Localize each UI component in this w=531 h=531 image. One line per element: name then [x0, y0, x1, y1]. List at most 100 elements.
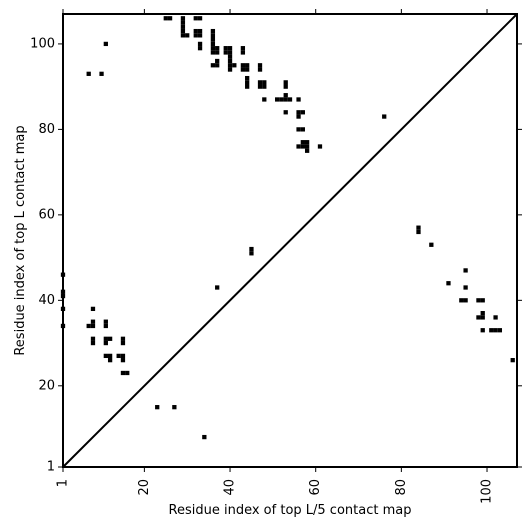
lower-contact-cell-26: [103, 323, 108, 329]
lower-contact-cell-2: [429, 242, 434, 247]
upper-contact-cell-17: [210, 41, 216, 47]
upper-contact-cell-24: [227, 46, 233, 51]
x-tick-label-80: 80: [394, 479, 409, 496]
x-tick-label-40: 40: [223, 479, 238, 496]
lower-contact-cell-8: [215, 285, 220, 290]
upper-contact-cell-32: [215, 58, 220, 64]
lower-contact-cell-43: [107, 358, 113, 363]
lower-contact-cell-46: [120, 370, 126, 376]
upper-contact-cell-18: [197, 41, 203, 47]
upper-contact-cell-4: [197, 16, 203, 21]
x-tick-label-1: 1: [56, 479, 71, 487]
x-tick-label-100: 100: [480, 479, 495, 504]
upper-contact-cell-63: [283, 110, 288, 115]
upper-contact-cell-47: [245, 75, 250, 81]
lower-contact-cell-4: [249, 251, 254, 256]
upper-contact-cell-44: [257, 67, 263, 72]
upper-contact-cell-53: [257, 84, 263, 89]
upper-contact-cell-62: [296, 97, 301, 102]
upper-contact-cell-29: [227, 50, 233, 55]
upper-contact-cell-27: [215, 50, 220, 55]
lower-contact-cell-35: [90, 336, 96, 341]
upper-contact-cell-69: [300, 127, 305, 132]
lower-contact-cell-1: [416, 229, 421, 235]
lower-contact-cell-47: [125, 370, 130, 376]
upper-contact-cell-71: [304, 140, 310, 145]
lower-contact-cell-21: [480, 311, 485, 316]
upper-contact-cell-8: [180, 33, 186, 38]
upper-contact-cell-3: [193, 16, 198, 21]
lower-contact-cell-9: [463, 285, 468, 290]
upper-contact-cell-15: [210, 33, 216, 38]
plot-frame: [62, 13, 518, 468]
lower-contact-cell-25: [90, 323, 96, 329]
upper-contact-cell-6: [180, 24, 186, 29]
upper-contact-cell-35: [215, 63, 220, 68]
lower-contact-cell-22: [90, 319, 96, 324]
upper-contact-cell-26: [210, 50, 216, 55]
upper-contact-cell-2: [180, 16, 186, 21]
upper-contact-cell-19: [197, 46, 203, 51]
upper-contact-cell-55: [283, 84, 288, 89]
upper-contact-cell-45: [86, 71, 91, 76]
upper-contact-cell-21: [210, 46, 216, 51]
upper-contact-cell-39: [245, 63, 250, 68]
lower-contact-cell-34: [120, 336, 126, 341]
lower-contact-cell-28: [480, 328, 485, 333]
upper-contact-cell-33: [227, 58, 233, 64]
y-tick-label-1: 1: [47, 460, 55, 475]
lower-contact-cell-45: [510, 358, 515, 363]
lower-contact-cell-41: [116, 353, 121, 359]
lower-contact-cell-40: [107, 353, 113, 359]
y-tick-label-20: 20: [38, 378, 55, 393]
lower-contact-cell-50: [202, 434, 207, 440]
upper-contact-cell-25: [240, 46, 246, 51]
lower-contact-cell-42: [120, 353, 126, 359]
upper-contact-cell-23: [223, 46, 228, 51]
lower-contact-cell-12: [459, 298, 464, 303]
lower-contact-cell-7: [446, 281, 451, 286]
lower-contact-cell-36: [90, 340, 96, 346]
lower-contact-cell-20: [493, 315, 498, 320]
upper-contact-cell-61: [287, 97, 293, 102]
upper-contact-cell-30: [240, 50, 246, 55]
upper-contact-cell-58: [275, 97, 280, 102]
lower-contact-cell-44: [120, 358, 126, 363]
lower-contact-cell-0: [416, 225, 421, 230]
upper-contact-cell-73: [300, 144, 305, 149]
upper-contact-cell-66: [296, 114, 301, 119]
lower-contact-cell-38: [120, 340, 126, 346]
upper-contact-cell-14: [210, 28, 216, 34]
upper-contact-cell-38: [240, 63, 246, 68]
lower-contact-cell-33: [107, 336, 113, 341]
upper-contact-cell-20: [103, 41, 108, 47]
y-tick-label-80: 80: [38, 122, 55, 137]
upper-contact-cell-68: [296, 127, 301, 132]
lower-contact-cell-30: [493, 328, 498, 333]
y-axis-label: Residue index of top L contact map: [13, 125, 28, 355]
lower-contact-cell-48: [155, 405, 160, 410]
upper-contact-cell-40: [257, 63, 263, 68]
upper-contact-cell-31: [227, 54, 233, 59]
upper-contact-cell-51: [283, 80, 288, 85]
upper-contact-cell-60: [283, 97, 288, 102]
upper-contact-cell-59: [279, 97, 284, 102]
lower-contact-cell-18: [476, 315, 481, 320]
lower-contact-cell-3: [249, 246, 254, 252]
upper-contact-cell-1: [167, 16, 173, 21]
upper-contact-cell-75: [317, 144, 323, 149]
upper-contact-cell-11: [197, 28, 203, 34]
upper-contact-cell-9: [185, 33, 190, 38]
lower-contact-cell-37: [103, 340, 108, 346]
upper-contact-cell-5: [180, 20, 186, 25]
upper-contact-cell-70: [300, 140, 305, 145]
upper-contact-cell-49: [257, 80, 263, 85]
lower-contact-cell-49: [172, 405, 177, 410]
upper-contact-cell-72: [296, 144, 301, 149]
diagonal-line: [62, 13, 518, 468]
upper-contact-cell-57: [262, 97, 267, 102]
lower-contact-cell-32: [103, 336, 108, 341]
lower-contact-cell-23: [103, 319, 108, 324]
